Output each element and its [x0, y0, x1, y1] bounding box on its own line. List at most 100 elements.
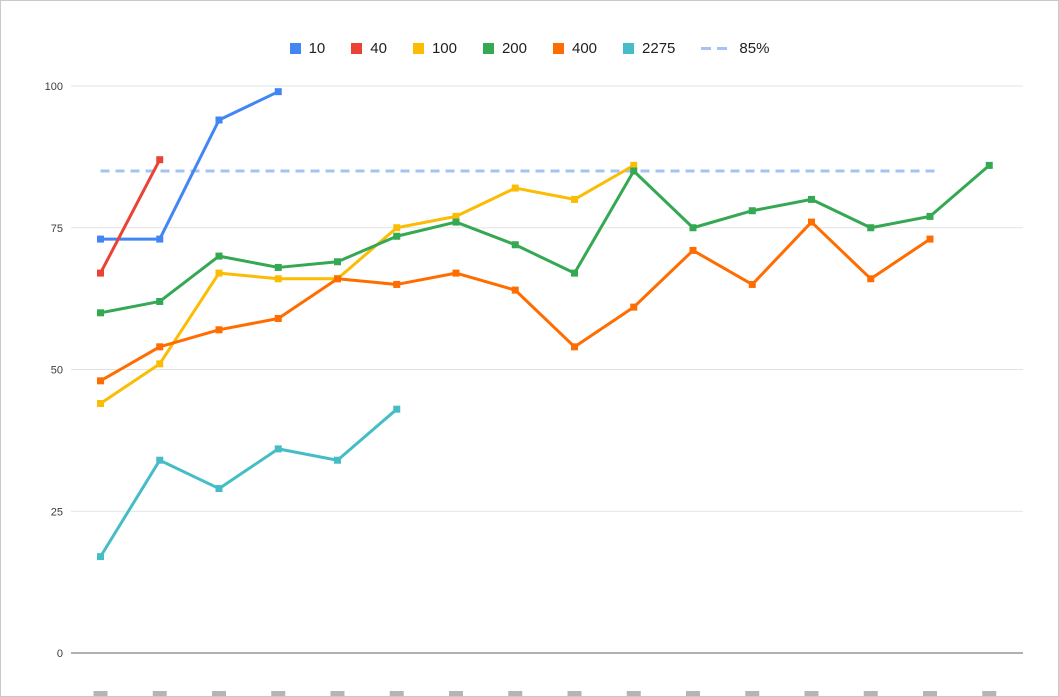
series-marker-200 [215, 252, 223, 260]
series-marker-2275 [334, 456, 341, 464]
legend-square-icon [351, 42, 363, 54]
legend-item-10[interactable]: 10 [289, 39, 326, 57]
series-marker-2275 [215, 485, 223, 493]
series-marker-400 [334, 275, 341, 283]
series-marker-400 [156, 343, 164, 351]
series-marker-100 [215, 269, 223, 277]
y-tick-label: 0 [57, 648, 63, 660]
x-tick-stub [567, 691, 582, 696]
series-marker-200 [985, 161, 993, 169]
legend-item-40[interactable]: 40 [351, 41, 387, 56]
y-tick-label: 50 [51, 365, 63, 377]
series-marker-400 [393, 280, 401, 288]
x-tick-stub [449, 691, 463, 696]
x-tick-stub [745, 691, 760, 696]
series-line-10 [99, 90, 280, 241]
series-marker-400 [689, 246, 697, 254]
series-marker-100 [571, 195, 578, 203]
series-marker-100 [452, 212, 460, 220]
legend-square-icon [623, 42, 635, 54]
legend-label: 100 [431, 39, 457, 57]
x-tick-stub [686, 691, 700, 696]
x-tick-stub [271, 691, 286, 696]
legend-label: 2275 [642, 39, 676, 57]
series-line-100 [99, 163, 636, 406]
series-marker-400 [748, 280, 756, 288]
series-marker-2275 [156, 456, 164, 464]
y-tick-label: 100 [45, 81, 63, 93]
series-marker-400 [808, 218, 815, 226]
series-marker-100 [511, 184, 519, 192]
legend-item-100[interactable]: 100 [412, 39, 457, 57]
series-marker-200 [571, 269, 578, 277]
legend-square-icon [412, 42, 424, 54]
series-marker-200 [926, 212, 934, 220]
series-marker-200 [156, 297, 164, 305]
series-marker-2275 [274, 445, 282, 453]
series-marker-10 [97, 235, 104, 243]
series-marker-100 [97, 400, 104, 408]
series-marker-200 [748, 207, 756, 215]
series-marker-10 [156, 235, 164, 243]
series-marker-200 [393, 232, 401, 240]
x-tick-stub [923, 691, 937, 696]
x-tick-stub [152, 691, 167, 696]
series-marker-100 [274, 275, 282, 283]
series-marker-400 [571, 343, 578, 351]
x-tick-stub [982, 691, 997, 696]
series-marker-40 [156, 156, 164, 164]
legend-item-2275[interactable]: 2275 [623, 41, 675, 56]
x-tick-stub [212, 691, 226, 696]
series-marker-10 [274, 88, 282, 96]
series-marker-100 [393, 224, 401, 232]
series-marker-200 [452, 218, 460, 226]
series-marker-2275 [97, 553, 104, 561]
legend-label: 10 [308, 39, 326, 57]
series-line-200 [99, 163, 991, 315]
series-marker-2275 [393, 405, 401, 413]
series-marker-200 [867, 224, 875, 232]
legend-dash-icon [701, 46, 732, 50]
legend-square-icon [482, 42, 494, 54]
series-marker-400 [274, 314, 282, 322]
series-marker-400 [215, 326, 223, 334]
x-tick-stub [330, 691, 345, 696]
series-line-40 [99, 158, 162, 275]
x-tick-stub [508, 691, 523, 696]
legend-label: 40 [370, 39, 387, 57]
series-marker-100 [156, 360, 164, 368]
x-tick-stub [863, 691, 878, 696]
series-marker-400 [97, 377, 104, 385]
series-marker-400 [630, 303, 638, 311]
x-tick-stub [389, 691, 404, 696]
legend-item-400[interactable]: 400 [553, 41, 597, 56]
series-marker-10 [215, 116, 223, 124]
series-line-2275 [99, 407, 399, 559]
series-marker-200 [808, 195, 815, 203]
series-marker-400 [511, 286, 519, 294]
legend-square-icon [553, 42, 564, 54]
series-marker-100 [630, 161, 638, 169]
y-tick-label: 75 [51, 223, 63, 235]
series-marker-400 [867, 275, 875, 283]
chart-legend: 10 40 100 200 400 2275 85% [1, 35, 1058, 61]
x-tick-stub [626, 691, 641, 696]
series-marker-200 [97, 309, 104, 317]
series-marker-400 [452, 269, 460, 277]
legend-square-icon [289, 42, 301, 54]
series-marker-40 [97, 269, 104, 277]
series-marker-200 [689, 224, 697, 232]
series-marker-200 [274, 263, 282, 271]
legend-item-85pct[interactable]: 85% [701, 41, 769, 56]
legend-item-200[interactable]: 200 [482, 39, 527, 57]
series-marker-400 [926, 235, 934, 243]
series-marker-200 [511, 241, 519, 249]
legend-label: 400 [572, 39, 598, 57]
legend-label: 85% [739, 39, 770, 57]
legend-label: 200 [501, 39, 527, 57]
x-tick-stub [804, 691, 819, 696]
series-marker-200 [334, 258, 341, 266]
series-marker-200 [630, 167, 638, 175]
